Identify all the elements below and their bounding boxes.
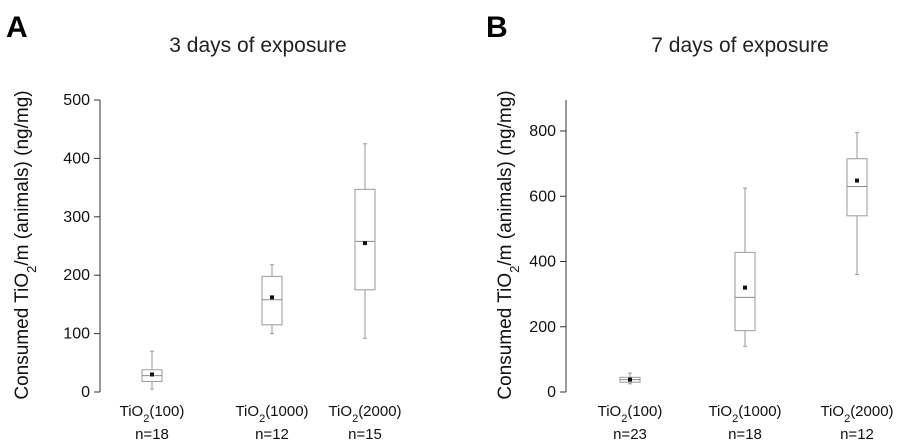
panel-b-box-3 bbox=[846, 132, 868, 276]
panel-b-y-tick-label: 0 bbox=[547, 384, 556, 401]
panel-a-y-tick-label: 200 bbox=[63, 267, 90, 284]
panel-a-box-1 bbox=[141, 350, 163, 390]
panel-a-y-tick-label: 100 bbox=[63, 326, 90, 343]
panel-b: B 7 days of exposure Consumed TiO2/m (an… bbox=[486, 11, 894, 443]
panel-b-y-ticks: 0 200 400 600 800 bbox=[529, 123, 566, 401]
panel-b-y-tick-label: 600 bbox=[529, 188, 556, 205]
panel-a-y-axis-title: Consumed TiO2/m (animals) (ng/mg) bbox=[12, 90, 39, 399]
mean-marker bbox=[150, 372, 154, 377]
panel-a-category-label: TiO2(2000) bbox=[328, 403, 401, 425]
panel-b-n-label: n=18 bbox=[728, 426, 762, 443]
panel-a-n-label: n=12 bbox=[255, 426, 289, 443]
panel-b-category-label: TiO2(100) bbox=[598, 403, 663, 425]
box-iqr bbox=[354, 188, 376, 291]
panel-b-box-2 bbox=[734, 187, 756, 347]
panel-b-box-1 bbox=[619, 372, 641, 385]
panel-b-n-label: n=12 bbox=[840, 426, 874, 443]
panel-b-title: 7 days of exposure bbox=[651, 34, 828, 57]
panel-b-category-label: TiO2(2000) bbox=[820, 403, 893, 425]
panel-a-y-tick-label: 400 bbox=[63, 150, 90, 167]
panel-a-y-tick-label: 500 bbox=[63, 92, 90, 109]
panel-a-box-3 bbox=[354, 143, 376, 339]
panel-a-category-labels: TiO2(100)n=18 TiO2(1000)n=12 TiO2(2000)n=1… bbox=[120, 403, 402, 443]
panel-b-letter: B bbox=[486, 11, 508, 44]
panel-a-letter: A bbox=[6, 11, 28, 44]
box-iqr bbox=[261, 275, 283, 326]
panel-a-y-ticks: 0 100 200 300 400 500 bbox=[63, 92, 100, 401]
mean-marker bbox=[363, 241, 367, 246]
panel-a-category-label: TiO2(100) bbox=[120, 403, 185, 425]
mean-marker bbox=[743, 285, 747, 290]
panel-b-category-label: TiO2(1000) bbox=[708, 403, 781, 425]
box-iqr bbox=[734, 251, 756, 332]
panel-a-title: 3 days of exposure bbox=[169, 34, 346, 57]
panel-a-y-tick-label: 0 bbox=[81, 384, 90, 401]
panel-a-y-tick-label: 300 bbox=[63, 209, 90, 226]
panel-a-n-label: n=18 bbox=[135, 426, 169, 443]
panel-b-y-tick-label: 800 bbox=[529, 123, 556, 140]
panel-a-box-2 bbox=[261, 264, 283, 335]
panel-a-boxes bbox=[141, 143, 376, 390]
box-iqr bbox=[846, 158, 868, 217]
mean-marker bbox=[270, 295, 274, 300]
mean-marker bbox=[855, 178, 859, 183]
panel-a: A 3 days of exposure Consumed TiO2/m (an… bbox=[6, 11, 402, 443]
panel-b-y-tick-label: 400 bbox=[529, 254, 556, 271]
panel-b-y-tick-label: 200 bbox=[529, 319, 556, 336]
panel-b-category-labels: TiO2(100)n=23 TiO2(1000)n=18 TiO2(2000)n=1… bbox=[598, 403, 894, 443]
panel-a-category-label: TiO2(1000) bbox=[235, 403, 308, 425]
panel-b-boxes bbox=[619, 132, 868, 385]
panel-b-y-axis-title: Consumed TiO2/m (animals) (ng/mg) bbox=[495, 90, 522, 399]
mean-marker bbox=[628, 377, 632, 382]
panel-b-n-label: n=23 bbox=[613, 426, 647, 443]
panel-a-n-label: n=15 bbox=[348, 426, 382, 443]
